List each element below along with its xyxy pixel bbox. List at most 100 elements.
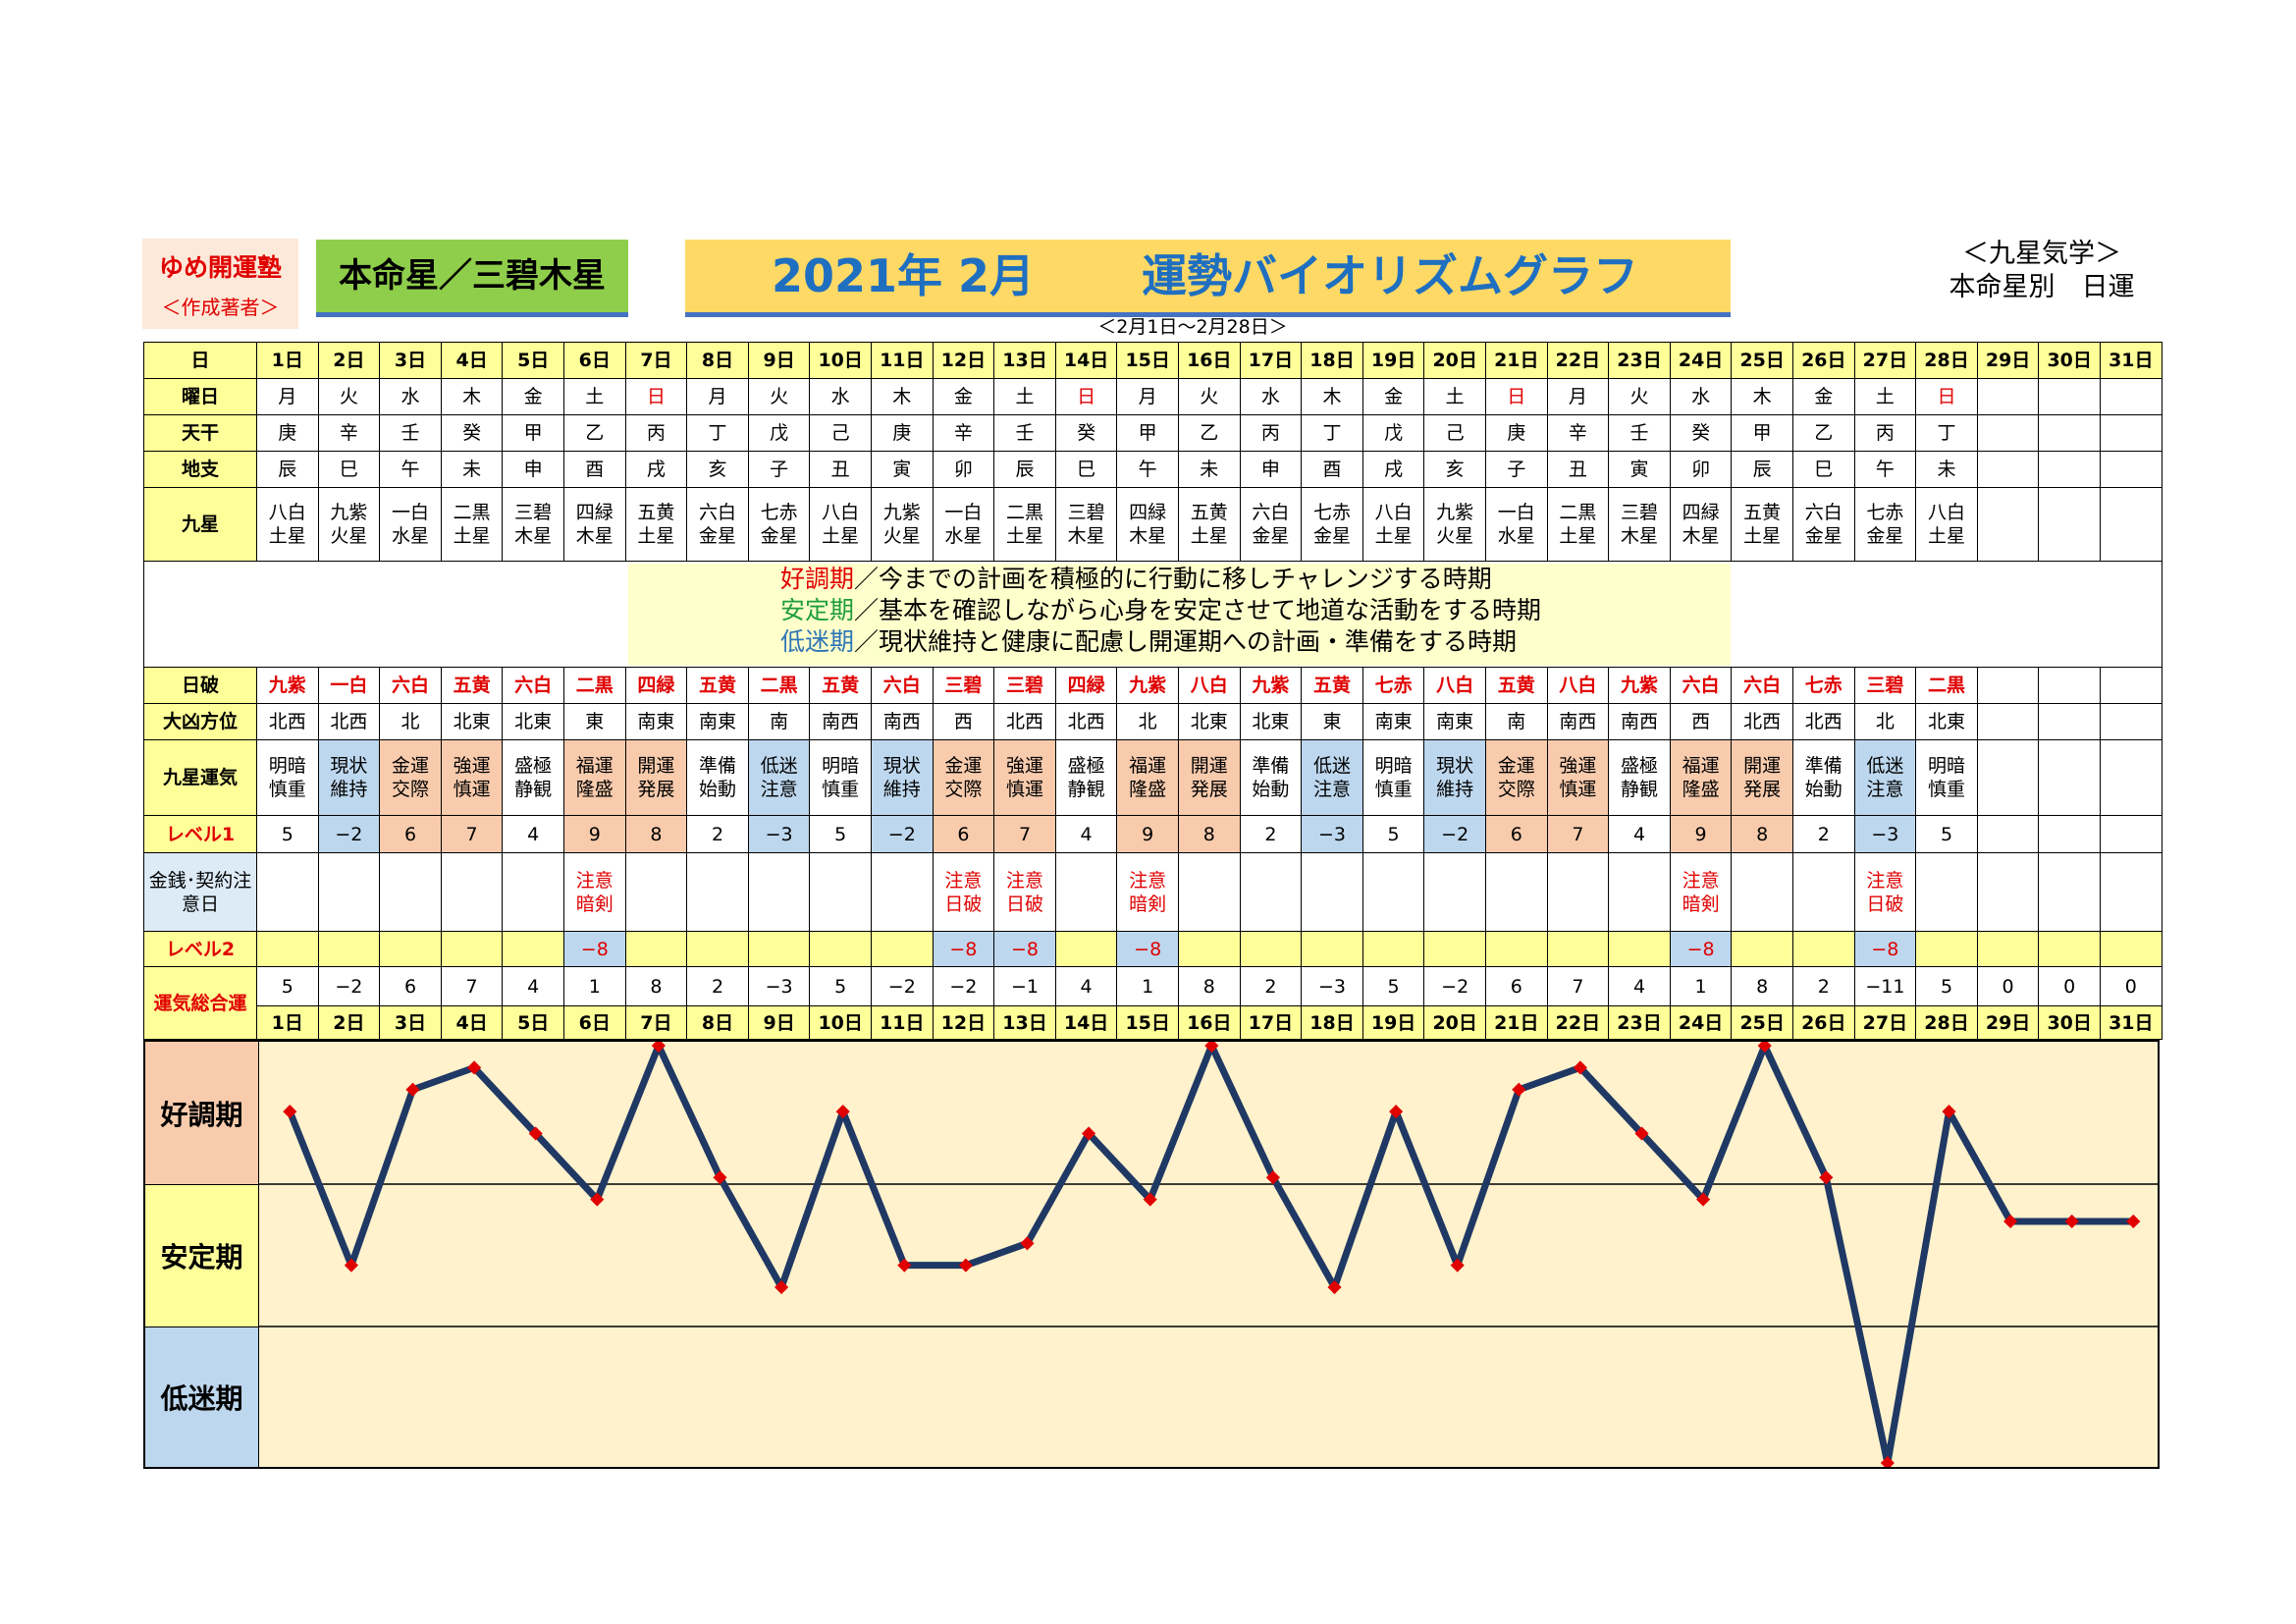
unki-line: 静観	[514, 779, 553, 800]
days-cell: 8日	[687, 342, 749, 379]
daikyo-cell: 北西	[1732, 704, 1793, 740]
data-point	[1757, 1042, 1772, 1054]
row-label-level1: レベル1	[143, 816, 257, 853]
unki-line: 低迷	[1312, 755, 1351, 777]
kyusei-line: 一白	[391, 502, 429, 523]
data-point	[651, 1042, 666, 1054]
kyusei-cell: 三碧 木星	[1055, 488, 1118, 562]
daikyo-cell	[2039, 704, 2101, 740]
level2-cell	[1547, 932, 1610, 967]
daikyo-cell: 東	[564, 704, 626, 740]
kinsen-cell: 注意 暗剣	[1670, 853, 1733, 932]
kinsen-line: 暗剣	[1682, 893, 1720, 915]
kyusei-cell: 七赤 金星	[1302, 488, 1363, 562]
days-cell: 4日	[441, 1006, 504, 1040]
kinsen-cell	[1916, 853, 1978, 932]
level1-cell: 4	[1055, 816, 1118, 853]
kyusei-line: 木星	[1067, 525, 1105, 547]
unki-line: 金運	[1497, 755, 1535, 777]
kyusei-cell: 一白 水星	[380, 488, 442, 562]
tenkan-cell: 己	[1424, 415, 1486, 452]
sogo-cell: 4	[1609, 967, 1671, 1006]
level1-cell: 7	[994, 816, 1056, 853]
level1-cell: 9	[564, 816, 626, 853]
kinsen-cell: 注意 日破	[994, 853, 1056, 932]
weekday-cell: 月	[1547, 379, 1610, 415]
legend-good: 好調期／今までの計画を積極的に行動に移しチャレンジする時期	[628, 564, 1731, 595]
data-point	[1204, 1042, 1219, 1054]
weekday-cell: 日	[1486, 379, 1548, 415]
kyusei-line: 土星	[1927, 525, 1965, 547]
chishi-cell: 亥	[1424, 452, 1486, 488]
unki-line: 盛極	[1620, 755, 1658, 777]
daikyo-cell: 南	[748, 704, 811, 740]
level1-cell: −2	[872, 816, 934, 853]
days-cell: 17日	[1240, 1006, 1303, 1040]
kyusei-cell: 一白 水星	[1486, 488, 1548, 562]
unki-line: 強運	[1005, 755, 1043, 777]
data-point	[2126, 1214, 2141, 1229]
level2-cell: −8	[1670, 932, 1733, 967]
level1-cell: 5	[1916, 816, 1978, 853]
tenkan-cell	[2039, 415, 2101, 452]
days-cell: 3日	[380, 1006, 442, 1040]
days-cell: 19日	[1362, 1006, 1425, 1040]
chishi-cell: 酉	[1302, 452, 1363, 488]
data-point	[1573, 1060, 1587, 1075]
unki-cell: 現状 維持	[872, 740, 934, 816]
chishi-cell: 子	[748, 452, 811, 488]
days-cell: 10日	[810, 342, 872, 379]
tenkan-cell: 庚	[257, 415, 319, 452]
weekday-cell: 金	[1362, 379, 1425, 415]
tenkan-cell	[1977, 415, 2040, 452]
kyusei-cell: 五黄 土星	[625, 488, 688, 562]
days-cell: 11日	[872, 1006, 934, 1040]
days-cell: 31日	[2101, 342, 2163, 379]
kyusei-cell: 五黄 土星	[1179, 488, 1241, 562]
chishi-cell: 寅	[872, 452, 934, 488]
data-point	[467, 1060, 482, 1075]
days-cell: 28日	[1916, 1006, 1978, 1040]
weekday-cell: 日	[625, 379, 688, 415]
data-point	[590, 1192, 605, 1207]
sogo-cell: −2	[318, 967, 381, 1006]
legend-good-label: 好調期	[780, 565, 855, 593]
level1-cell: −3	[1302, 816, 1363, 853]
chishi-cell: 未	[1916, 452, 1978, 488]
kyusei-line: 木星	[575, 525, 614, 547]
unki-cell: 強運 慎運	[441, 740, 504, 816]
level1-cell: 4	[1609, 816, 1671, 853]
days-cell: 4日	[441, 342, 504, 379]
kyusei-line: 二黒	[453, 502, 491, 523]
sogo-cell: 0	[2039, 967, 2101, 1006]
chishi-cell: 巳	[1793, 452, 1855, 488]
unki-line: 維持	[882, 779, 921, 800]
level2-cell	[2101, 932, 2163, 967]
weekday-cell: 木	[1732, 379, 1793, 415]
chishi-cell: 申	[503, 452, 564, 488]
weekday-cell: 水	[380, 379, 442, 415]
unki-cell: 盛極 静観	[1055, 740, 1118, 816]
level2-cell	[872, 932, 934, 967]
unki-cell: 強運 慎運	[1547, 740, 1610, 816]
kyusei-line: 水星	[944, 525, 983, 547]
kyusei-cell: 八白 土星	[1916, 488, 1978, 562]
level1-cell: 4	[503, 816, 564, 853]
row-label-daikyo: 大凶方位	[143, 704, 257, 740]
weekday-cell: 火	[1179, 379, 1241, 415]
sogo-cell: 8	[1732, 967, 1793, 1006]
data-point	[1450, 1258, 1465, 1272]
kyusei-line: 火星	[1436, 525, 1474, 547]
days-cell: 29日	[1977, 342, 2040, 379]
nippa-cell: 二黒	[748, 668, 811, 704]
kinsen-cell	[1609, 853, 1671, 932]
kinsen-cell	[1362, 853, 1425, 932]
level2-cell	[687, 932, 749, 967]
kinsen-cell	[625, 853, 688, 932]
unki-cell: 準備 始動	[1793, 740, 1855, 816]
unki-line: 金運	[391, 755, 429, 777]
tenkan-cell: 庚	[872, 415, 934, 452]
tenkan-cell: 甲	[1732, 415, 1793, 452]
days-cell: 17日	[1240, 342, 1303, 379]
nippa-cell: 八白	[1547, 668, 1610, 704]
